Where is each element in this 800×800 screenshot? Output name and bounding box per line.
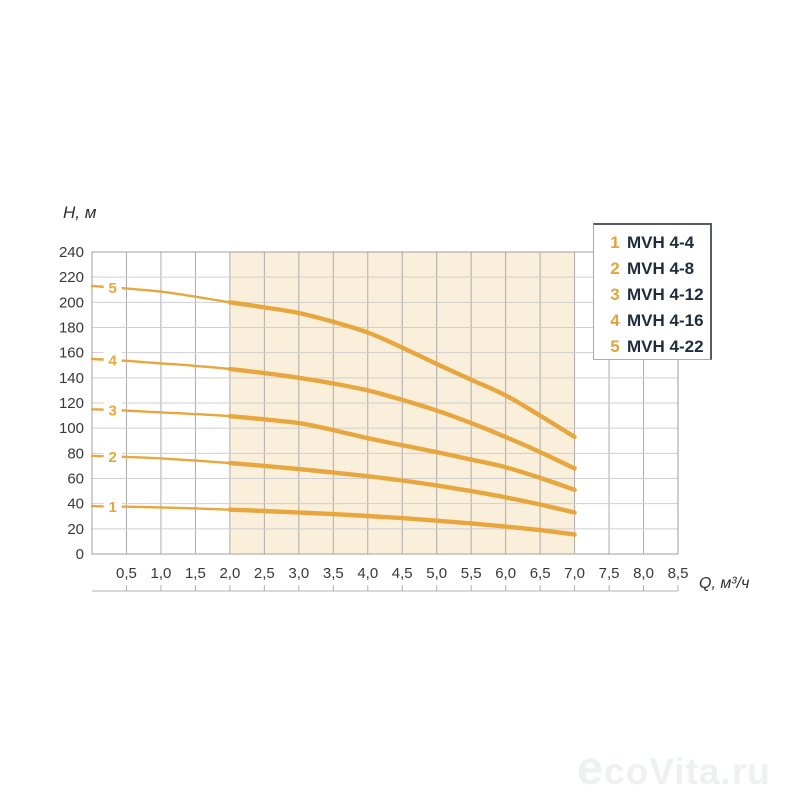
legend-curve-number: 4 [610, 311, 620, 330]
pump-curve-thick-5 [227, 300, 577, 440]
legend-item: 1 MVH 4-4 [609, 230, 710, 256]
curve-label-gap [103, 351, 122, 369]
curve-label-gap [103, 447, 122, 465]
y-tick-label: 200 [59, 294, 84, 311]
x-tick-label: 6,0 [495, 565, 516, 582]
y-tick-label: 100 [59, 420, 84, 437]
legend: 1 MVH 4-4 2 MVH 4-8 3 MVH 4-12 4 MVH 4-1… [593, 223, 712, 360]
y-tick-label: 220 [59, 269, 84, 286]
y-tick-label: 20 [67, 521, 84, 538]
legend-model-label: MVH 4-12 [627, 285, 704, 304]
y-axis-title: H, м [63, 203, 97, 222]
y-tick-label: 0 [76, 546, 84, 563]
x-tick-label: 8,0 [633, 565, 654, 582]
x-tick-label: 4,5 [392, 565, 413, 582]
legend-curve-number: 2 [610, 259, 620, 278]
pump-curve-thick-3 [227, 414, 577, 492]
x-tick-label: 7,0 [564, 565, 585, 582]
legend-item: 5 MVH 4-22 [609, 334, 710, 360]
y-tick-label: 180 [59, 320, 84, 337]
x-tick-label: 6,5 [530, 565, 551, 582]
y-tick-label: 240 [59, 244, 84, 261]
curve-number-label: 5 [109, 280, 117, 297]
legend-model-label: MVH 4-16 [627, 311, 704, 330]
legend-curve-number: 1 [610, 233, 620, 252]
y-tick-label: 140 [59, 370, 84, 387]
x-tick-label: 4,0 [357, 565, 378, 582]
legend-model-label: MVH 4-22 [627, 337, 704, 356]
x-tick-label: 8,5 [668, 565, 689, 582]
x-tick-label: 2,0 [219, 565, 240, 582]
legend-item: 3 MVH 4-12 [609, 282, 710, 308]
curve-label-gap [103, 278, 122, 296]
plot-border [91, 251, 679, 555]
x-tick-label: 7,5 [599, 565, 620, 582]
x-tick-label: 0,5 [116, 565, 137, 582]
x-tick-label: 1,0 [151, 565, 172, 582]
legend-model-label: MVH 4-8 [627, 259, 695, 278]
pump-curve-thick-1 [227, 507, 577, 537]
pump-curve-thick-2 [227, 460, 577, 515]
legend-item: 2 MVH 4-8 [609, 256, 710, 282]
x-tick-label: 3,0 [288, 565, 309, 582]
curve-number-label: 1 [109, 499, 117, 516]
legend-model-label: MVH 4-4 [627, 233, 695, 252]
y-tick-label: 80 [67, 445, 84, 462]
legend-curve-number: 3 [610, 285, 620, 304]
curve-label-gap [103, 401, 122, 419]
x-tick-label: 2,5 [254, 565, 275, 582]
y-tick-label: 120 [59, 395, 84, 412]
x-tick-label: 5,0 [426, 565, 447, 582]
x-axis-title: Q, м³/ч [699, 575, 750, 592]
legend-curve-number: 5 [610, 337, 620, 356]
legend-item: 4 MVH 4-16 [609, 308, 710, 334]
x-tick-label: 3,5 [323, 565, 344, 582]
y-tick-label: 160 [59, 345, 84, 362]
watermark: ecoVita.ru [577, 741, 771, 794]
y-tick-label: 40 [67, 496, 84, 513]
curve-number-label: 4 [109, 353, 118, 370]
pump-curve-thick-4 [227, 366, 577, 471]
curve-label-gap [103, 497, 122, 515]
x-tick-label: 1,5 [185, 565, 206, 582]
y-tick-label: 60 [67, 471, 84, 488]
x-tick-label: 5,5 [461, 565, 482, 582]
curve-number-label: 2 [109, 449, 117, 466]
curve-number-label: 3 [109, 403, 117, 420]
